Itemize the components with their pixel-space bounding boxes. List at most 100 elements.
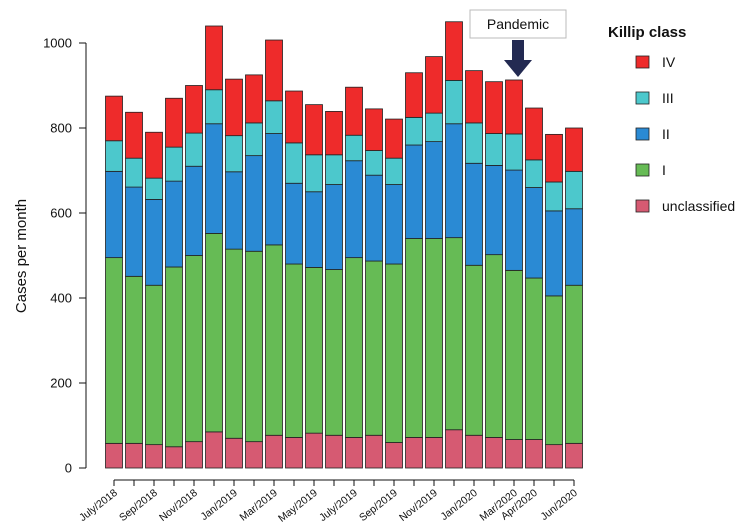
bar-segment-iii bbox=[245, 122, 263, 157]
bar-segment-ii bbox=[405, 144, 423, 239]
bar-segment-ii bbox=[285, 182, 303, 265]
y-tick-label: 1000 bbox=[43, 36, 72, 51]
bar-segment-ii bbox=[205, 123, 223, 234]
bar-segment-ii bbox=[265, 133, 283, 246]
bar-segment-iii bbox=[485, 133, 503, 166]
bar-segment-iv bbox=[485, 81, 503, 134]
month-stack bbox=[285, 90, 303, 469]
bar-segment-i bbox=[385, 263, 403, 443]
bar-segment-unclassified bbox=[305, 432, 323, 469]
bar-segment-iii bbox=[545, 181, 563, 212]
bar-segment-i bbox=[325, 269, 343, 436]
bar-segment-iii bbox=[105, 140, 123, 172]
bar-segment-iv bbox=[125, 111, 143, 159]
bar-segment-unclassified bbox=[165, 446, 183, 469]
bar-segment-i bbox=[265, 244, 283, 436]
bar-segment-unclassified bbox=[425, 436, 443, 469]
month-stack bbox=[365, 108, 383, 469]
bar-segment-iv bbox=[265, 39, 283, 102]
bar-segment-unclassified bbox=[145, 444, 163, 469]
bar-segment-iv bbox=[165, 97, 183, 148]
bar-segment-unclassified bbox=[285, 436, 303, 469]
bar-segment-iv bbox=[405, 72, 423, 118]
legend-item-i: I bbox=[635, 162, 666, 178]
bar-segment-i bbox=[425, 238, 443, 438]
legend-swatch bbox=[635, 91, 650, 105]
bar-segment-ii bbox=[245, 155, 263, 252]
bar-segment-iii bbox=[205, 89, 223, 125]
bar-segment-ii bbox=[305, 191, 323, 268]
bar-segment-iv bbox=[285, 90, 303, 144]
bar-segment-iii bbox=[225, 135, 243, 173]
bar-segment-i bbox=[445, 237, 463, 431]
y-tick-label: 0 bbox=[65, 461, 72, 476]
x-tick-label: Nov/2019 bbox=[397, 487, 440, 524]
legend-label: III bbox=[662, 90, 674, 106]
bar-segment-iv bbox=[445, 21, 463, 81]
bar-segment-iv bbox=[345, 86, 363, 136]
month-stack bbox=[405, 72, 423, 469]
y-tick-label: 800 bbox=[50, 121, 72, 136]
bar-segment-iv bbox=[525, 107, 543, 161]
x-tick-label: Mar/2019 bbox=[238, 487, 280, 524]
bar-segment-iv bbox=[205, 25, 223, 91]
month-stack bbox=[445, 21, 463, 469]
bar-segment-ii bbox=[505, 169, 523, 271]
bar-segment-iv bbox=[545, 133, 563, 183]
bar-segment-iii bbox=[305, 154, 323, 193]
bar-segment-ii bbox=[325, 184, 343, 270]
bar-segment-i bbox=[105, 257, 123, 444]
bar-segment-unclassified bbox=[265, 434, 283, 469]
month-stack bbox=[125, 111, 143, 469]
bar-segment-iii bbox=[145, 177, 163, 200]
bar-segment-iii bbox=[505, 133, 523, 171]
month-stack bbox=[185, 85, 203, 469]
bar-segment-i bbox=[505, 269, 523, 440]
legend-swatch bbox=[635, 55, 650, 69]
bar-segment-i bbox=[545, 295, 563, 446]
y-tick-label: 600 bbox=[50, 206, 72, 221]
bar-segment-i bbox=[365, 260, 383, 436]
legend-label: I bbox=[662, 162, 666, 178]
bar-segment-i bbox=[125, 275, 143, 444]
bar-segment-unclassified bbox=[185, 441, 203, 469]
bar-segment-i bbox=[185, 255, 203, 443]
x-tick-label: July/2018 bbox=[77, 487, 120, 524]
bar-segment-iii bbox=[325, 154, 343, 185]
bar-segment-i bbox=[165, 266, 183, 448]
bar-segment-i bbox=[225, 248, 243, 439]
bar-segment-iii bbox=[405, 116, 423, 146]
bar-segment-unclassified bbox=[505, 439, 523, 469]
month-stack bbox=[465, 70, 483, 469]
bar-segment-unclassified bbox=[325, 434, 343, 469]
y-tick-label: 400 bbox=[50, 291, 72, 306]
bar-segment-unclassified bbox=[445, 429, 463, 469]
bar-segment-unclassified bbox=[125, 442, 143, 469]
month-stack bbox=[245, 74, 263, 469]
month-stack bbox=[205, 25, 223, 469]
bar-segment-iii bbox=[425, 112, 443, 143]
month-stack bbox=[505, 79, 523, 469]
x-tick-label: Jan/2019 bbox=[198, 487, 240, 523]
bar-segment-i bbox=[565, 284, 583, 444]
bar-segment-iv bbox=[505, 79, 523, 135]
bar-segment-iv bbox=[465, 70, 483, 124]
bar-segment-ii bbox=[345, 160, 363, 259]
bar-segment-iii bbox=[165, 146, 183, 182]
month-stack bbox=[105, 95, 123, 469]
bar-segment-unclassified bbox=[205, 431, 223, 469]
bar-segment-ii bbox=[385, 184, 403, 265]
month-stack bbox=[225, 78, 243, 469]
pandemic-label: Pandemic bbox=[487, 16, 549, 32]
bar-segment-unclassified bbox=[465, 434, 483, 469]
bar-segment-ii bbox=[425, 141, 443, 239]
month-stack bbox=[145, 131, 163, 469]
x-tick-label: May/2019 bbox=[276, 487, 320, 525]
bar-segment-iii bbox=[285, 142, 303, 184]
bar-segment-iii bbox=[465, 122, 483, 164]
bar-segment-iii bbox=[265, 100, 283, 134]
bar-segment-ii bbox=[485, 164, 503, 256]
x-tick-label: July/2019 bbox=[317, 487, 360, 524]
bar-segment-ii bbox=[525, 187, 543, 279]
